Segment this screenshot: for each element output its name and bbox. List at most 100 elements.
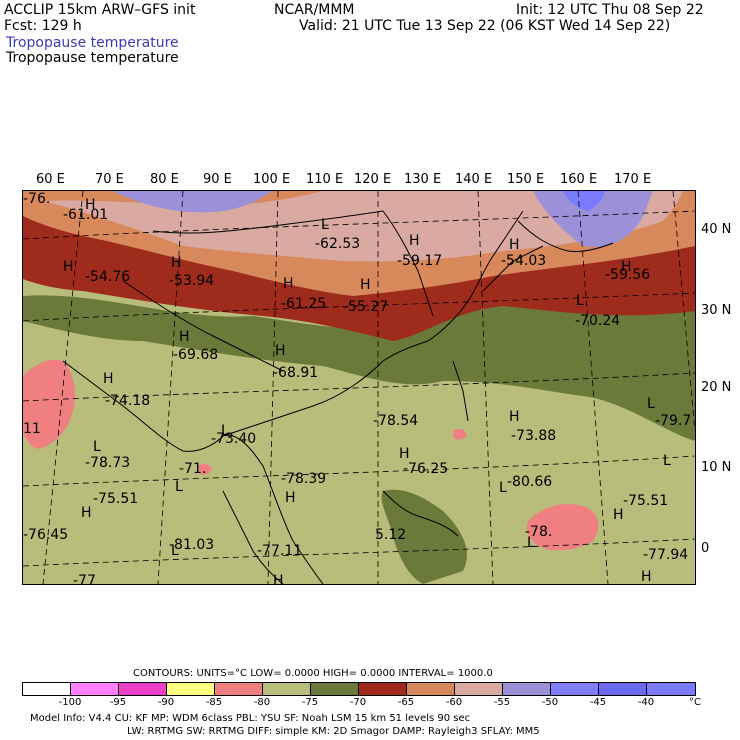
- extremum-value: -70.24: [575, 313, 620, 329]
- extremum-value: -80.66: [507, 474, 552, 490]
- low-marker: L: [175, 479, 183, 495]
- longitude-label: 150 E: [507, 172, 545, 187]
- low-marker: L: [527, 535, 535, 551]
- model-info-line1: Model Info: V4.4 CU: KF MP: WDM 6class P…: [30, 713, 471, 724]
- extremum-value: -75.51: [93, 491, 138, 507]
- init-time: Init: 12 UTC Thu 08 Sep 22: [516, 2, 704, 18]
- high-marker: H: [285, 490, 296, 506]
- high-marker: H: [179, 329, 190, 345]
- contour-info: CONTOURS: UNITS=°C LOW= 0.0000 HIGH= 0.0…: [133, 668, 493, 679]
- color-bar-tick: -95: [109, 697, 127, 708]
- extremum-value: -76.45: [23, 527, 68, 543]
- extremum-value: -62.53: [315, 236, 360, 252]
- extremum-value: -76.: [23, 191, 50, 207]
- low-marker: L: [221, 423, 229, 439]
- color-bar-tick: -85: [205, 697, 223, 708]
- field-band-80-east: [526, 504, 599, 551]
- extremum-value: -68.91: [273, 365, 318, 381]
- extrema-labels: H-61.01L-62.53 H-59.17H-54.03H-54.76H-53.…: [23, 191, 691, 584]
- color-bar-segment: [71, 683, 119, 695]
- latitude-label: 30 N: [701, 303, 732, 318]
- latitude-label: 10 N: [701, 460, 732, 475]
- extremum-value: -76.25: [403, 461, 448, 477]
- org-label: NCAR/MMM: [274, 2, 355, 18]
- model-info-line2: LW: RRTMG SW: RRTMG DIFF: simple KM: 2D …: [127, 726, 540, 737]
- extremum-value: -78.: [525, 524, 552, 540]
- extremum-value: -71.: [179, 461, 206, 477]
- high-marker: H: [63, 259, 74, 275]
- longitude-label: 70 E: [95, 172, 124, 187]
- color-bar-segment: [359, 683, 407, 695]
- low-marker: L: [576, 293, 584, 309]
- high-marker: H: [409, 233, 420, 249]
- color-bar-tick: -60: [445, 697, 463, 708]
- extremum-value: -59.17: [397, 253, 442, 269]
- model-title: ACCLIP 15km ARW–GFS init: [4, 2, 196, 18]
- longitude-label: 120 E: [354, 172, 392, 187]
- extremum-value: 5.12: [375, 527, 406, 543]
- high-marker: H: [81, 505, 92, 521]
- low-marker: L: [93, 439, 101, 455]
- high-marker: H: [103, 371, 114, 387]
- extremum-value: -54.76: [85, 269, 130, 285]
- coastlines: [62, 210, 614, 584]
- extremum-value: -77.11: [257, 543, 302, 559]
- color-bar-unit: °C: [689, 697, 701, 708]
- low-marker: L: [499, 480, 507, 496]
- high-marker: H: [273, 573, 284, 584]
- extremum-value: -78.54: [373, 413, 418, 429]
- longitude-label: 60 E: [36, 172, 65, 187]
- extremum-value: -59.56: [605, 267, 650, 283]
- field-band-70-south: [381, 489, 467, 584]
- color-bar-tick: -65: [397, 697, 415, 708]
- longitude-label: 80 E: [150, 172, 179, 187]
- graticule: [23, 191, 695, 584]
- valid-time: Valid: 21 UTC Tue 13 Sep 22 (06 KST Wed …: [299, 18, 671, 34]
- extremum-value: 11: [23, 421, 41, 437]
- field-band-45: [563, 191, 605, 211]
- latitude-label: 40 N: [701, 222, 732, 237]
- high-marker: H: [85, 197, 96, 213]
- longitude-label: 160 E: [560, 172, 598, 187]
- color-bar-tick: -75: [301, 697, 319, 708]
- high-marker: H: [509, 409, 520, 425]
- color-bar-tick: -80: [253, 697, 271, 708]
- longitude-label: 100 E: [253, 172, 291, 187]
- high-marker: H: [621, 259, 632, 275]
- longitude-label: 110 E: [306, 172, 344, 187]
- field-name-secondary: Tropopause temperature: [6, 50, 179, 66]
- low-marker: L: [647, 396, 655, 412]
- map-panel: H -61.01 L -62.53 H -59.17 H -54.03 H -54.76 H -53.…: [22, 190, 696, 585]
- extremum-value: -78.73: [85, 455, 130, 471]
- longitude-label: 90 E: [203, 172, 232, 187]
- high-marker: H: [283, 276, 294, 292]
- field-band-80-west: [23, 359, 75, 449]
- latitude-label: 0: [701, 541, 710, 556]
- color-bar-tick: -55: [493, 697, 511, 708]
- extremum-value: -74.18: [105, 393, 150, 409]
- extremum-value: -61.25: [281, 296, 326, 312]
- extremum-value: -77: [73, 573, 96, 584]
- extremum-value: -79.7: [655, 413, 691, 429]
- low-marker: L: [171, 543, 179, 559]
- extremum-value: -55.27: [343, 299, 388, 315]
- color-bar-segment: [407, 683, 455, 695]
- high-marker: H: [613, 507, 624, 523]
- color-bar-tick: -50: [541, 697, 559, 708]
- color-bar-segment: [119, 683, 167, 695]
- extremum-value: -73.40: [211, 431, 256, 447]
- high-marker: H: [641, 569, 652, 584]
- extremum-value: -81.03: [169, 537, 214, 553]
- color-bar-tick: -90: [157, 697, 175, 708]
- high-marker: H: [171, 255, 182, 271]
- high-marker: H: [399, 446, 410, 462]
- color-bar-segment: [551, 683, 599, 695]
- color-bar: [22, 682, 696, 696]
- color-bar-segment: [455, 683, 503, 695]
- extremum-value: -75.51: [623, 493, 668, 509]
- field-name-primary: Tropopause temperature: [6, 35, 179, 51]
- color-bar-tick: -70: [349, 697, 367, 708]
- longitude-label: 170 E: [614, 172, 652, 187]
- longitude-label: 140 E: [455, 172, 493, 187]
- extremum-value: -54.03: [501, 253, 546, 269]
